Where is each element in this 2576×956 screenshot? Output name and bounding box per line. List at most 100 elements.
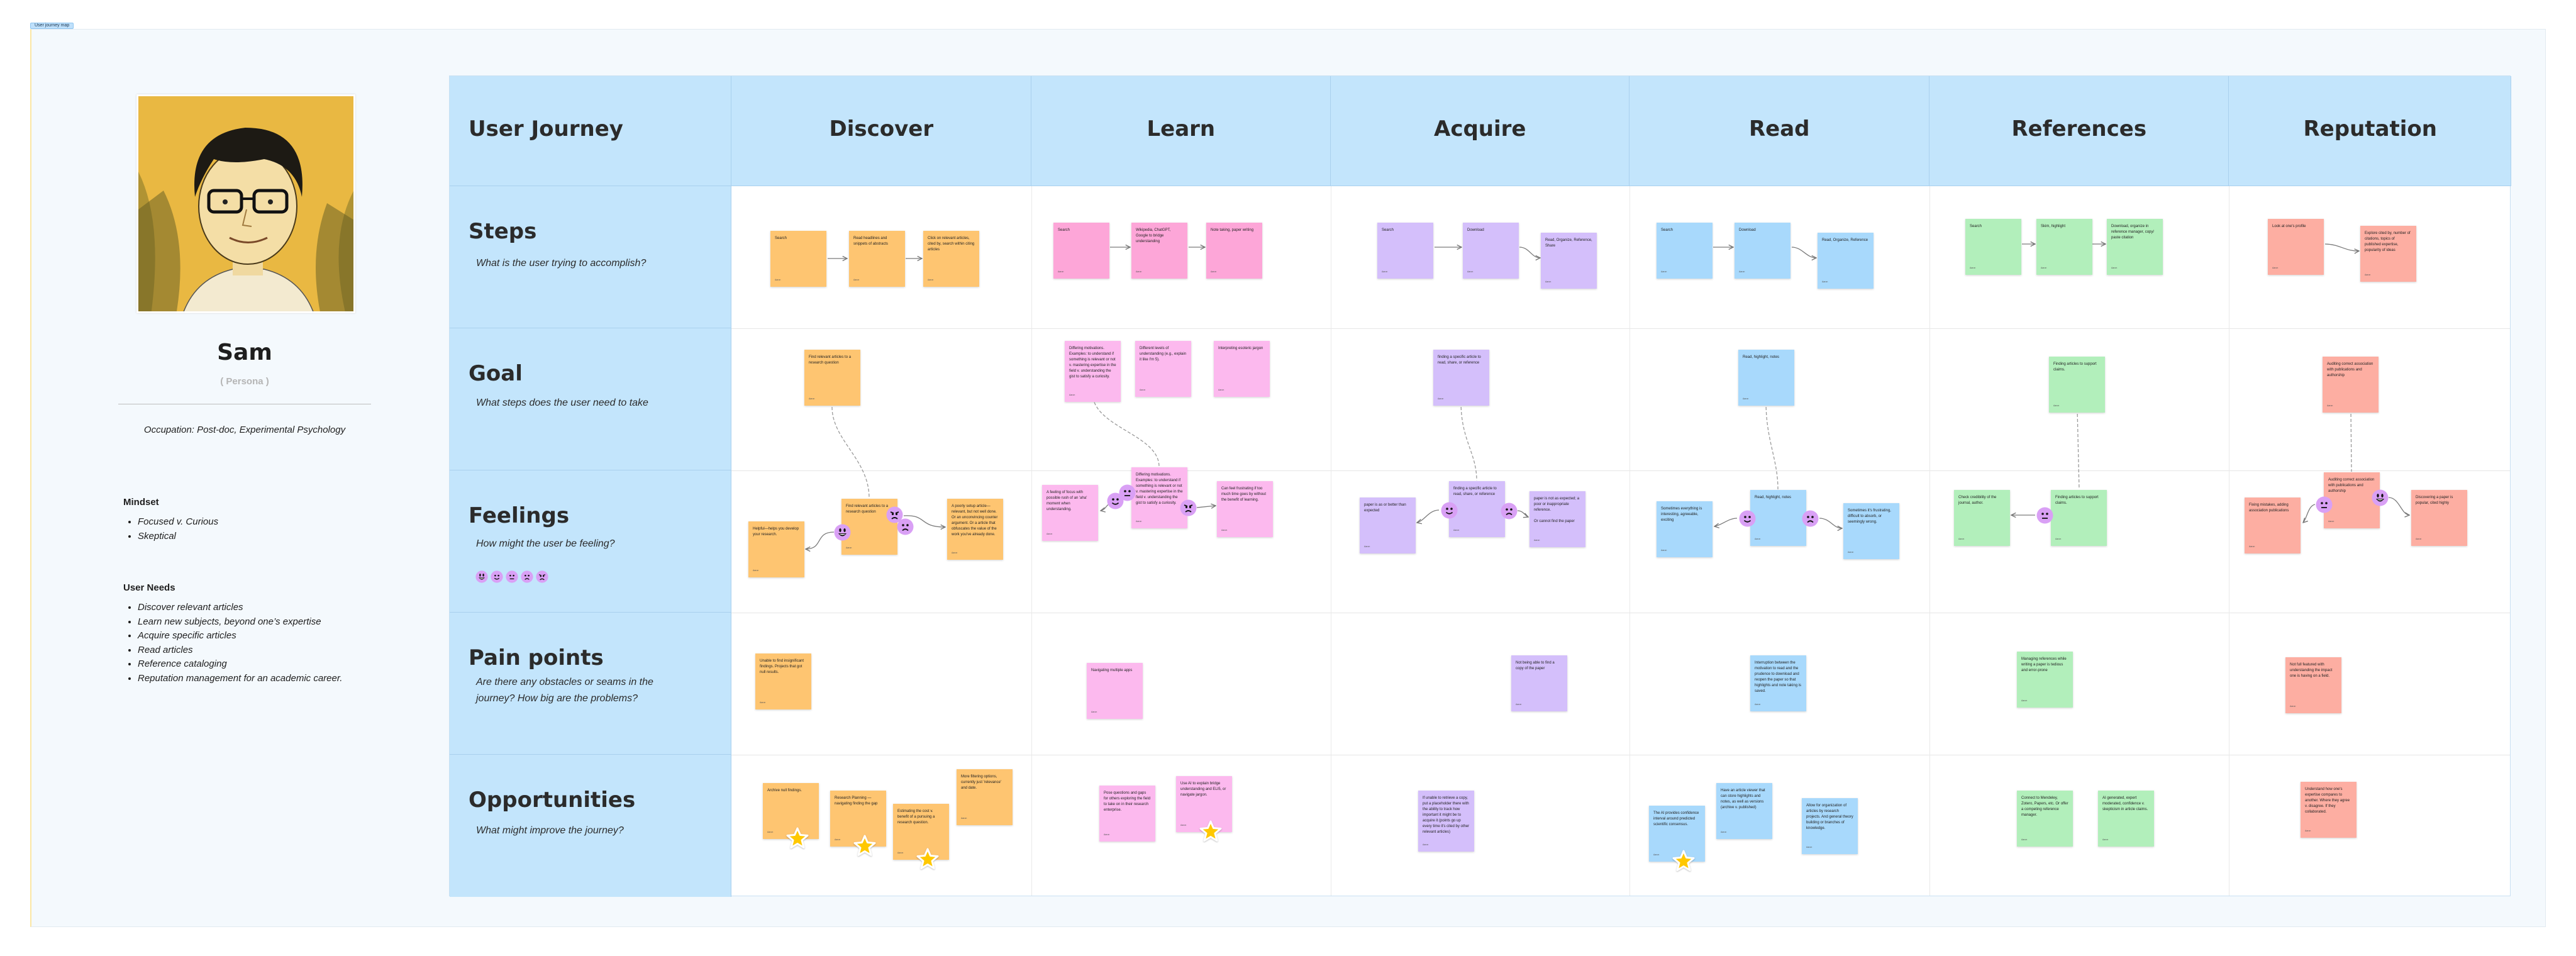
sticky-note-read-feelings[interactable]: Sometimes everything is interesting, agr…: [1657, 501, 1713, 557]
sticky-note-read-opportunities[interactable]: Allow for organization of articles by re…: [1802, 798, 1858, 854]
sticky-note-discover-opportunities[interactable]: Research Planning — navigating finding t…: [830, 791, 886, 847]
star-icon[interactable]: [1672, 849, 1696, 873]
sticky-note-read-steps[interactable]: Download Aaron: [1735, 223, 1790, 279]
sticky-note-acquire-steps[interactable]: Search Aaron: [1377, 223, 1433, 279]
note-text: Differing motivations. Examples: to unde…: [1136, 473, 1183, 505]
sticky-note-read-steps[interactable]: Search Aaron: [1657, 223, 1713, 279]
sticky-note-references-opportunities[interactable]: Connect to Mendeley, Zotero, Papers, etc…: [2017, 791, 2073, 847]
need-item: Reference cataloging: [138, 657, 342, 672]
sticky-note-reputation-feelings[interactable]: Discovering a paper is popular, cited hi…: [2411, 490, 2467, 546]
note-author: Aaron: [767, 831, 774, 833]
frowning-face-icon[interactable]: [1501, 503, 1518, 520]
sticky-note-read-feelings[interactable]: Read, highlight, notes Aaron: [1750, 490, 1806, 546]
sticky-note-discover-opportunities[interactable]: Archive null findings. Aaron: [763, 783, 819, 839]
note-author: Aaron: [1423, 843, 1429, 846]
sticky-note-acquire-steps[interactable]: Read, Organize, Reference, Share Aaron: [1541, 233, 1597, 289]
sticky-note-learn-steps[interactable]: Search Aaron: [1053, 223, 1109, 279]
sticky-note-references-pain-points[interactable]: Managing references while writing a pape…: [2017, 652, 2073, 708]
note-author: Aaron: [1822, 281, 1828, 283]
sticky-note-reputation-steps[interactable]: Look at one's profile Aaron: [2268, 219, 2324, 275]
sticky-note-references-opportunities[interactable]: AI generated, expert moderated, confiden…: [2098, 791, 2154, 847]
grinning-face-icon[interactable]: [834, 524, 851, 541]
sticky-note-discover-feelings[interactable]: Find relevant articles to a research que…: [841, 499, 897, 555]
sticky-note-references-feelings[interactable]: Finding articles to support claims. Aaron: [2051, 490, 2107, 546]
note-author: Aaron: [2041, 267, 2047, 269]
sticky-note-acquire-feelings[interactable]: finding a specific article to read, shar…: [1449, 481, 1505, 537]
sticky-note-acquire-feelings[interactable]: paper is not as expected; a poor or inap…: [1530, 491, 1585, 547]
sticky-note-read-steps[interactable]: Read, Organize, Reference Aaron: [1818, 233, 1874, 289]
sticky-note-references-steps[interactable]: Download, organize in reference manager,…: [2107, 219, 2163, 275]
note-text: Interpreting esoteric jargon: [1218, 347, 1263, 350]
sticky-note-acquire-feelings[interactable]: paper is as or better than expected Aaron: [1360, 497, 1416, 553]
angry-face-icon[interactable]: [1180, 499, 1197, 516]
sticky-note-discover-steps[interactable]: Click on relevant articles, cited by, se…: [923, 231, 979, 287]
sticky-note-read-goal[interactable]: Read, highlight, notes Aaron: [1738, 350, 1794, 406]
sticky-note-reputation-steps[interactable]: Explore cited by, number of citations, t…: [2360, 226, 2416, 282]
sticky-note-acquire-goal[interactable]: finding a specific article to read, shar…: [1433, 350, 1489, 406]
note-author: Aaron: [1653, 853, 1660, 856]
sticky-note-discover-pain-points[interactable]: Unable to find insignificant findings. P…: [755, 653, 811, 709]
sticky-note-learn-opportunities[interactable]: Use AI to explain bridge understanding a…: [1176, 776, 1232, 832]
sticky-note-discover-steps[interactable]: Search Aaron: [770, 231, 826, 287]
sticky-note-reputation-goal[interactable]: Auditing correct association with public…: [2323, 357, 2379, 413]
row-header-steps: Steps What is the user trying to accompl…: [450, 186, 731, 328]
sticky-note-learn-steps[interactable]: Wikipedia, ChatGPT, Google to bridge und…: [1131, 223, 1187, 279]
sticky-note-discover-goal[interactable]: Find relevant articles to a research que…: [804, 350, 860, 406]
star-icon[interactable]: [916, 847, 940, 871]
angry-face-icon[interactable]: [886, 506, 903, 523]
note-text: Read headlines and snippets of abstracts: [853, 236, 889, 246]
note-author: Aaron: [1516, 703, 1522, 706]
sticky-note-acquire-steps[interactable]: Download Aaron: [1463, 223, 1519, 279]
smiling-face-icon[interactable]: [1739, 510, 1756, 527]
sticky-note-discover-steps[interactable]: Read headlines and snippets of abstracts…: [849, 231, 905, 287]
sticky-note-acquire-opportunities[interactable]: If unable to retrieve a copy, put a plac…: [1418, 791, 1474, 852]
sticky-note-read-feelings[interactable]: Sometimes it's frustrating, difficult to…: [1843, 503, 1899, 559]
sticky-note-learn-goal[interactable]: Interpreting esoteric jargon Aaron: [1214, 341, 1270, 397]
sticky-note-read-pain-points[interactable]: Interruption between the motivation to r…: [1750, 655, 1806, 711]
sticky-note-reputation-pain-points[interactable]: Not full featured with understanding the…: [2285, 657, 2341, 713]
sticky-note-reputation-feelings[interactable]: Auditing correct association with public…: [2324, 472, 2380, 528]
sticky-note-learn-feelings[interactable]: Differing motivations. Examples: to unde…: [1131, 467, 1187, 528]
grinning-face-icon: [475, 570, 488, 583]
frame-label[interactable]: User journey map: [30, 23, 74, 29]
sticky-note-discover-feelings[interactable]: Helpful—helps you develop your research.…: [748, 521, 804, 577]
neutral-face-icon[interactable]: [1119, 484, 1136, 501]
sticky-note-learn-goal[interactable]: Different levels of understanding (e.g.,…: [1135, 341, 1191, 397]
sticky-note-references-steps[interactable]: Search Aaron: [1965, 219, 2021, 275]
sticky-note-read-opportunities[interactable]: Have an article viewer that can store hi…: [1716, 783, 1772, 839]
smiling-face-icon[interactable]: [1107, 492, 1124, 509]
frowning-face-icon[interactable]: [1802, 510, 1819, 527]
note-text: Search: [1382, 228, 1394, 232]
persona-occupation: Occupation: Post-doc, Experimental Psych…: [143, 425, 346, 435]
sticky-note-discover-opportunities[interactable]: More filtering options, currently just '…: [957, 769, 1013, 825]
note-text: Archive null findings.: [767, 789, 802, 792]
note-author: Aaron: [1046, 533, 1053, 535]
sticky-note-learn-pain-points[interactable]: Navigating multiple apps Aaron: [1087, 663, 1143, 719]
sticky-note-discover-opportunities[interactable]: Estimating the cost v. benefit of a purs…: [893, 804, 949, 860]
sticky-note-references-steps[interactable]: Skim, highlight Aaron: [2036, 219, 2092, 275]
sticky-note-learn-opportunities[interactable]: Pose questions and gaps for others explo…: [1099, 786, 1155, 842]
smiling-face-icon[interactable]: [1441, 502, 1458, 519]
neutral-face-icon[interactable]: [2036, 507, 2053, 524]
sticky-note-read-opportunities[interactable]: The AI provides confidence interval arou…: [1649, 806, 1705, 862]
grinning-face-icon[interactable]: [2372, 489, 2389, 506]
sticky-note-discover-feelings[interactable]: A poorly setup article—relevant, but not…: [947, 499, 1003, 560]
sticky-note-learn-feelings[interactable]: Can feel frustrating if too much time go…: [1217, 481, 1273, 537]
star-icon[interactable]: [853, 834, 877, 858]
sticky-note-reputation-feelings[interactable]: Fixing mistakes, adding association publ…: [2245, 497, 2301, 553]
neutral-face-icon[interactable]: [2316, 496, 2333, 513]
column-divider: [1929, 186, 1930, 896]
star-icon[interactable]: [1199, 820, 1223, 843]
sticky-note-reputation-opportunities[interactable]: Understand how one's expertise compares …: [2301, 782, 2357, 838]
sticky-note-learn-feelings[interactable]: A feeling of focus with possible rush of…: [1042, 485, 1098, 541]
star-icon[interactable]: [786, 826, 809, 850]
note-text: Look at one's profile: [2272, 225, 2306, 228]
sticky-note-references-goal[interactable]: Finding articles to support claims. Aaron: [2049, 357, 2105, 413]
sticky-note-acquire-pain-points[interactable]: Not being able to find a copy of the pap…: [1511, 655, 1567, 711]
neutral-face-icon: [506, 570, 518, 583]
sticky-note-references-feelings[interactable]: Check credibility of the journal, author…: [1954, 490, 2010, 546]
frowning-face-icon[interactable]: [897, 518, 914, 535]
stage-title: Reputation: [2303, 116, 2437, 142]
sticky-note-learn-goal[interactable]: Differing motivations. Examples: to unde…: [1065, 341, 1121, 402]
sticky-note-learn-steps[interactable]: Note taking, paper writing Aaron: [1206, 223, 1262, 279]
